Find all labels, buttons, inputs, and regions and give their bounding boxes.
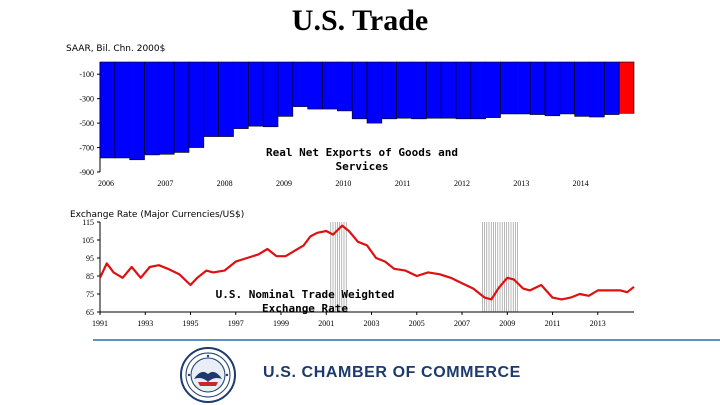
line-x-tick-label: 1995 bbox=[183, 319, 199, 328]
line-x-tick-label: 2013 bbox=[590, 319, 606, 328]
line-x-tick-label: 2003 bbox=[364, 319, 380, 328]
bar-x-tick-label: 2013 bbox=[513, 179, 529, 188]
bar-y-tick-label: -500 bbox=[79, 119, 94, 128]
net-exports-unit-label: SAAR, Bil. Chn. 2000$ bbox=[66, 44, 166, 54]
footer-brand-name: U.S. CHAMBER OF COMMERCE bbox=[263, 364, 521, 381]
chamber-seal-logo bbox=[180, 347, 236, 403]
bar-y-tick-label: -300 bbox=[79, 95, 94, 104]
bar-x-tick-label: 2009 bbox=[276, 179, 292, 188]
line-y-tick-label: 95 bbox=[86, 254, 94, 263]
line-x-tick-label: 2005 bbox=[409, 319, 425, 328]
line-x-tick-label: 1999 bbox=[273, 319, 289, 328]
bar-x-tick-label: 2011 bbox=[395, 179, 411, 188]
net-exports-chart-title: Real Net Exports of Goods and Services bbox=[265, 146, 459, 173]
bar-y-tick-label: -100 bbox=[79, 70, 94, 79]
bar-x-tick-label: 2012 bbox=[454, 179, 470, 188]
line-y-tick-label: 85 bbox=[86, 272, 94, 281]
bar-y-tick-label: -900 bbox=[79, 168, 94, 177]
line-x-tick-label: 2001 bbox=[318, 319, 334, 328]
footer-divider bbox=[93, 339, 720, 341]
line-y-tick-label: 75 bbox=[86, 290, 94, 299]
line-y-tick-label: 115 bbox=[82, 218, 94, 227]
bar-x-tick-label: 2006 bbox=[98, 179, 114, 188]
line-x-tick-label: 2011 bbox=[545, 319, 561, 328]
line-x-tick-label: 1991 bbox=[92, 319, 108, 328]
line-x-tick-label: 2009 bbox=[499, 319, 515, 328]
line-x-tick-label: 1997 bbox=[228, 319, 244, 328]
bar-x-tick-label: 2014 bbox=[573, 179, 589, 188]
exchange-rate-series-line bbox=[99, 224, 635, 301]
bar-x-tick-label: 2008 bbox=[217, 179, 233, 188]
exchange-rate-unit-label: Exchange Rate (Major Currencies/US$) bbox=[70, 210, 245, 220]
line-x-tick-label: 1993 bbox=[137, 319, 153, 328]
bar-2014Q4 bbox=[618, 61, 635, 114]
line-y-tick-label: 105 bbox=[82, 236, 94, 245]
line-x-tick-label: 2007 bbox=[454, 319, 470, 328]
bar-x-tick-label: 2010 bbox=[335, 179, 351, 188]
page-title: U.S. Trade bbox=[291, 4, 429, 37]
bar-y-tick-label: -700 bbox=[79, 144, 94, 153]
exchange-rate-chart-title: U.S. Nominal Trade Weighted Exchange Rat… bbox=[215, 288, 395, 315]
bar-x-tick-label: 2007 bbox=[157, 179, 173, 188]
line-y-tick-label: 65 bbox=[86, 308, 94, 317]
